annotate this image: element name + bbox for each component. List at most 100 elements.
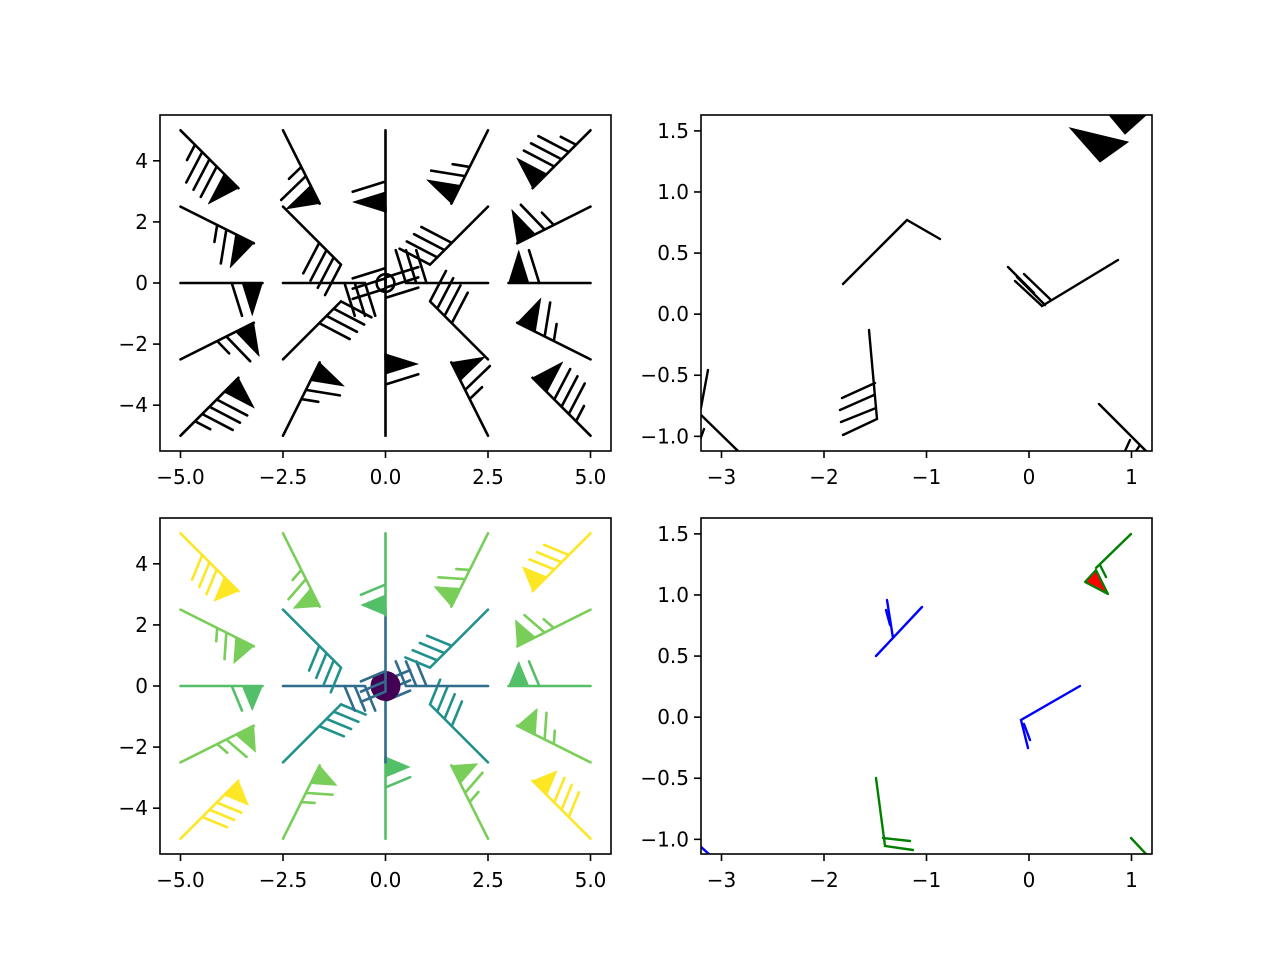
axes-frame: −5.0 −2.5 0.0 2.5 5.0 −4 −2 0 2 4 [119,114,612,489]
y-tick-label: 0 [135,271,148,295]
wind-barb [384,755,412,841]
wind-barb [179,608,256,665]
wind-barb [515,297,592,361]
wind-barb [179,684,264,712]
wind-barb [398,205,490,266]
wind-barb [874,598,924,658]
wind-barb [515,608,592,648]
wind-barb [507,660,592,688]
y-tick-label: 0.5 [657,644,689,668]
wind-barb [841,218,942,286]
x-tick-label: −5.0 [156,868,205,892]
plot-area [179,128,592,438]
y-tick-label: 1.5 [657,119,689,143]
wind-barb [179,281,264,318]
x-tick-label: 0.0 [370,465,402,489]
wind-barb [1019,684,1082,750]
subplot-bottom-right-masked-barbs: −3 −2 −1 0 1 −1.0 −0.5 0.0 0.5 1.0 1.5 [640,517,1153,892]
wind-barb [281,608,343,694]
axes-frame: −5.0 −2.5 0.0 2.5 5.0 −4 −2 0 2 4 [119,517,612,892]
x-tick-label: −1 [912,465,941,489]
wind-barb [384,352,420,438]
y-tick-label: −4 [119,796,148,820]
wind-barb [179,128,240,205]
wind-barb [281,361,346,438]
y-tick-label: 1.5 [657,522,689,546]
axes-frame: −3 −2 −1 0 1 −1.0 −0.5 0.0 0.5 1.0 1.5 [640,517,1153,892]
wind-barb [281,205,343,297]
x-tick-label: 5.0 [575,868,607,892]
y-tick-label: 4 [135,149,148,173]
x-tick-label: −2 [809,465,838,489]
y-tick-label: 1.0 [657,180,689,204]
wind-barb [531,770,592,841]
y-tick-label: 2 [135,210,148,234]
y-tick-label: −2 [119,332,148,356]
wind-barb [179,724,256,764]
wind-barb [281,300,373,361]
wind-barb [359,608,387,704]
x-tick-label: 0 [1023,868,1036,892]
wind-barb [179,205,256,269]
wind-barb [281,764,338,841]
wind-barb [279,128,321,210]
x-tick-label: 5.0 [575,465,607,489]
wind-barb [351,128,387,214]
wind-barb [394,660,490,688]
x-tick-label: 0.0 [370,868,402,892]
wind-barb [384,668,412,764]
x-tick-label: −3 [707,868,736,892]
wind-barb [179,376,256,438]
wind-barb [425,128,490,205]
wind-barb [515,128,592,190]
wind-barb [515,707,592,764]
y-tick-label: −1.0 [640,827,689,851]
subplot-bottom-left-colored-barbs: −5.0 −2.5 0.0 2.5 5.0 −4 −2 0 2 4 [119,517,612,892]
y-tick-label: −1.0 [640,424,689,448]
x-tick-label: 1 [1125,465,1138,489]
wind-barb [450,356,492,438]
x-tick-label: 2.5 [472,465,504,489]
wind-barb [701,845,711,854]
wind-barb [428,269,490,361]
wind-barb [1094,532,1133,579]
y-tick-label: −4 [119,393,148,417]
x-tick-label: −2.5 [259,868,308,892]
y-tick-label: 0.0 [657,302,689,326]
barb-flag [1068,127,1130,163]
wind-barb [404,608,490,669]
wind-barb [1129,836,1148,854]
axes-frame: −3 −2 −1 0 1 −1.0 −0.5 0.0 0.5 1.0 1.5 [640,114,1153,489]
x-tick-label: −3 [707,465,736,489]
wind-barb [1097,402,1148,451]
wind-barb [1006,258,1120,308]
y-tick-label: 1.0 [657,583,689,607]
plot-area [701,115,1148,451]
plot-area [179,531,592,841]
x-tick-label: 1 [1125,868,1138,892]
wind-barb [511,203,592,245]
x-tick-label: −2 [809,868,838,892]
plot-area [701,532,1148,854]
x-tick-label: −5.0 [156,465,205,489]
wind-barb [433,531,490,608]
wind-barb [531,361,592,438]
x-tick-label: 0 [1023,465,1036,489]
y-tick-label: −0.5 [640,766,689,790]
barb-flag [1108,115,1147,135]
wind-barb [179,321,260,363]
wind-barb [394,248,490,285]
subplot-top-left-barbs: −5.0 −2.5 0.0 2.5 5.0 −4 −2 0 2 4 [119,114,612,489]
wind-barb [450,763,490,841]
wind-barb [179,531,240,602]
x-tick-label: −2.5 [259,465,308,489]
wind-barb [838,328,879,437]
y-tick-label: 0.0 [657,705,689,729]
wind-barb [281,281,377,318]
y-tick-label: −2 [119,735,148,759]
x-tick-label: −1 [912,868,941,892]
wind-barb [428,678,490,764]
wind-barb [281,531,321,609]
wind-barb [351,205,387,301]
